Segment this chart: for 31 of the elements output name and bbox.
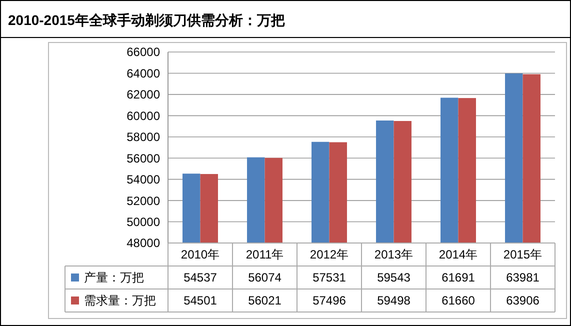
y-tick-label: 58000 <box>126 130 160 144</box>
data-label: 56021 <box>248 294 282 308</box>
y-tick-label: 62000 <box>126 88 160 102</box>
data-label: 59543 <box>377 270 411 285</box>
x-tick-label: 2014年 <box>438 248 478 262</box>
y-tick-label: 64000 <box>126 66 160 80</box>
y-tick-label: 60000 <box>126 108 160 123</box>
data-label: 59498 <box>377 294 411 308</box>
data-label: 63981 <box>506 270 540 285</box>
y-tick-label: 52000 <box>126 194 160 208</box>
x-tick-label: 2011年 <box>246 248 284 262</box>
y-tick-label: 56000 <box>126 151 160 166</box>
y-tick-label: 50000 <box>126 214 160 229</box>
data-label: 56074 <box>248 270 282 285</box>
data-label: 57496 <box>312 294 346 308</box>
y-tick-label: 48000 <box>126 236 160 250</box>
legend-label: 产量：万把 <box>84 270 144 285</box>
y-tick-label: 54000 <box>126 172 160 187</box>
x-tick-label: 2015年 <box>503 248 542 262</box>
data-label: 61691 <box>442 270 476 285</box>
y-tick-label: 66000 <box>126 45 160 60</box>
data-label: 61660 <box>442 294 476 308</box>
data-label: 54501 <box>184 294 218 308</box>
x-tick-label: 2012年 <box>310 248 349 262</box>
x-tick-label: 2010年 <box>180 248 220 262</box>
data-label: 57531 <box>312 270 346 285</box>
data-label: 54537 <box>184 270 218 285</box>
x-tick-label: 2013年 <box>374 248 414 262</box>
data-label: 63906 <box>506 294 540 308</box>
chart-title: 2010-2015年全球手动剃须刀供需分析：万把 <box>8 12 285 28</box>
legend-label: 需求量：万把 <box>84 294 156 308</box>
